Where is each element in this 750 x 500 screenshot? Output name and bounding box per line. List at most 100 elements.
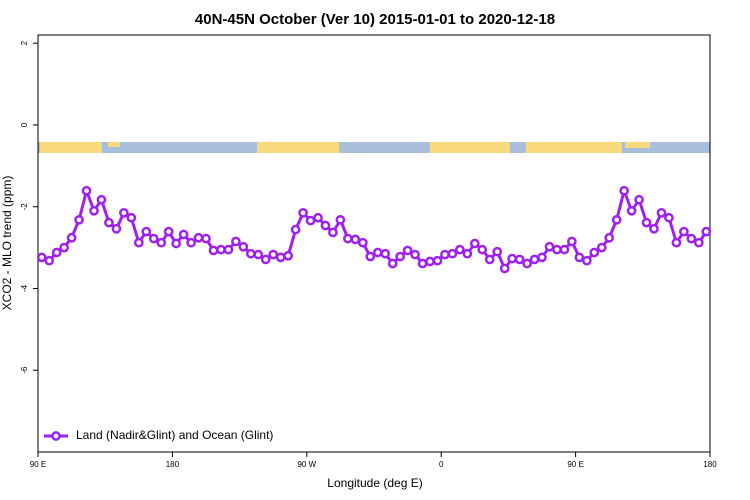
data-point: [290, 224, 301, 235]
x-tick-label: 90 W: [297, 460, 316, 469]
data-point: [455, 244, 465, 255]
y-tick-label: 0: [20, 122, 29, 127]
data-point: [395, 251, 405, 262]
data-point: [589, 247, 600, 258]
y-axis-label: XCO2 - MLO trend (ppm): [0, 176, 14, 311]
data-point: [141, 226, 152, 237]
plot-frame: [37, 34, 711, 453]
data-point: [283, 250, 293, 261]
data-point: [148, 233, 159, 244]
data-point: [410, 249, 420, 260]
ocean: [38, 142, 710, 153]
data-point: [96, 194, 107, 205]
data-point: [484, 254, 495, 265]
data-point: [201, 233, 211, 244]
data-point: [529, 254, 540, 265]
data-point: [208, 245, 219, 256]
data-point: [66, 232, 77, 243]
data-point: [163, 226, 174, 237]
data-point: [320, 220, 331, 231]
data-point: [104, 217, 114, 228]
land: [40, 142, 102, 153]
data-point: [649, 223, 659, 234]
data-point: [567, 236, 577, 247]
data-point: [380, 248, 391, 259]
data-point: [335, 214, 346, 225]
data-point: [522, 258, 532, 269]
data-point: [81, 185, 92, 196]
data-point: [537, 252, 547, 263]
data-point: [664, 212, 674, 223]
data-point: [260, 254, 271, 265]
data-point: [238, 241, 249, 252]
data-point: [245, 248, 256, 259]
y-tick-label: -4: [20, 284, 29, 292]
y-tick-label: 2: [20, 40, 29, 45]
data-point: [552, 244, 562, 255]
data-point: [111, 223, 122, 234]
data-point: [634, 194, 644, 205]
chart-title: 40N-45N October (Ver 10) 2015-01-01 to 2…: [195, 11, 555, 28]
data-point: [178, 229, 189, 240]
data-point: [59, 242, 69, 253]
data-point: [253, 249, 264, 260]
data-point: [619, 185, 629, 196]
data-point: [350, 234, 361, 245]
land: [257, 142, 339, 153]
data-point: [686, 233, 697, 244]
data-point: [74, 214, 84, 225]
y-tick-label: -2: [20, 203, 29, 211]
data-point: [469, 238, 480, 249]
data-point: [305, 215, 316, 226]
data-point: [89, 205, 99, 216]
data-point: [477, 244, 488, 255]
data-point: [514, 254, 525, 265]
x-tick-label: 180: [166, 460, 180, 469]
x-tick-label: 90 E: [567, 460, 583, 469]
data-point: [574, 252, 585, 263]
data-point: [507, 253, 517, 264]
data-point: [693, 237, 704, 248]
land: [526, 142, 622, 153]
x-tick-label: 90 E: [30, 460, 46, 469]
legend-label: Land (Nadir&Glint) and Ocean (Glint): [76, 428, 273, 442]
data-point: [365, 251, 376, 262]
data-point: [119, 207, 129, 218]
data-point: [611, 214, 622, 225]
data-point: [581, 255, 592, 266]
data-point: [223, 244, 234, 255]
x-axis-label: Longitude (deg E): [327, 476, 422, 490]
data-point: [328, 227, 338, 238]
data-point: [387, 258, 398, 269]
data-point: [357, 237, 368, 248]
x-tick-label: 0: [439, 460, 444, 469]
data-point: [216, 244, 226, 255]
data-point: [171, 238, 181, 249]
data-point: [44, 255, 55, 266]
data-point: [298, 207, 308, 218]
data-point: [275, 252, 286, 263]
data-point: [626, 205, 637, 216]
x-tick-label: 180: [703, 460, 717, 469]
data-point: [36, 252, 47, 263]
y-tick-label: -6: [20, 366, 29, 374]
data-point: [604, 232, 615, 243]
land: [430, 142, 510, 153]
data-point: [499, 263, 510, 274]
data-point: [432, 255, 443, 266]
legend-marker: [51, 431, 61, 441]
data-point: [462, 248, 473, 259]
data-point: [126, 212, 137, 223]
land: [108, 142, 120, 147]
data-point: [133, 237, 144, 248]
data-point: [701, 226, 712, 237]
data-point: [596, 242, 607, 253]
data-point: [313, 212, 323, 223]
data-point: [671, 237, 682, 248]
data-point: [425, 256, 435, 267]
data-point: [679, 226, 689, 237]
data-point: [231, 236, 241, 247]
land-ocean-strip: [38, 142, 710, 153]
data-point: [186, 237, 196, 248]
